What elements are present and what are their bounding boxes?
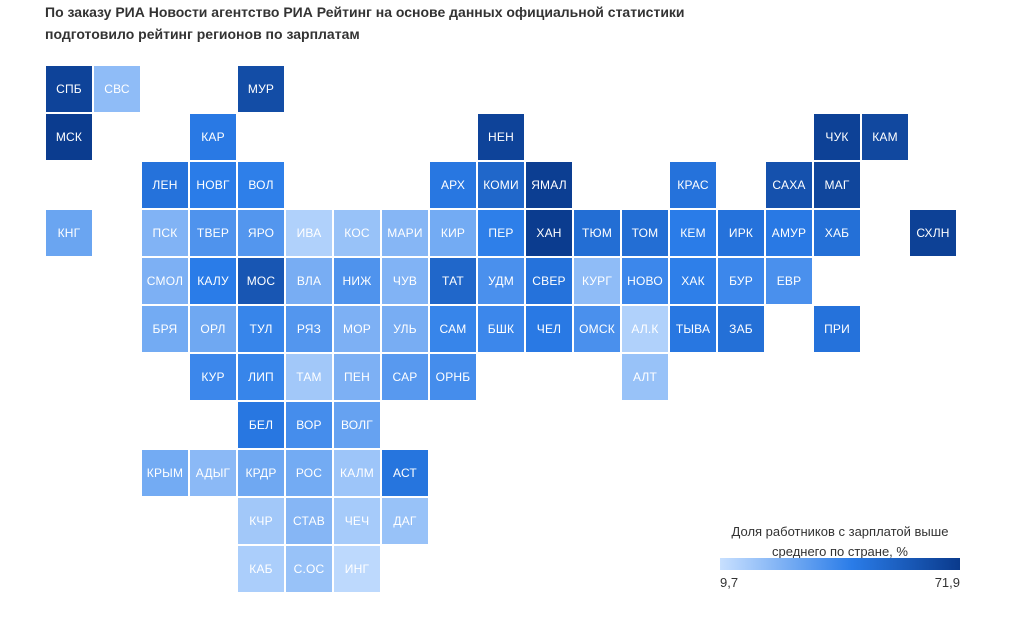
region-tile[interactable]: КРЫМ	[142, 450, 188, 496]
region-tile[interactable]: ИНГ	[334, 546, 380, 592]
region-tile[interactable]: ПЕН	[334, 354, 380, 400]
region-tile[interactable]: САР	[382, 354, 428, 400]
region-tile[interactable]: УДМ	[478, 258, 524, 304]
region-tile[interactable]: МОР	[334, 306, 380, 352]
region-tile[interactable]: НОВГ	[190, 162, 236, 208]
region-tile[interactable]: АМУР	[766, 210, 812, 256]
map-title: По заказу РИА Новости агентство РИА Рейт…	[45, 4, 685, 42]
region-tile[interactable]: СХЛН	[910, 210, 956, 256]
region-tile[interactable]: ХАК	[670, 258, 716, 304]
region-tile[interactable]: ТАТ	[430, 258, 476, 304]
region-tile[interactable]: ОРЛ	[190, 306, 236, 352]
region-tile[interactable]: СТАВ	[286, 498, 332, 544]
region-tile[interactable]: СМОЛ	[142, 258, 188, 304]
region-tile[interactable]: РЯЗ	[286, 306, 332, 352]
region-tile[interactable]: ПСК	[142, 210, 188, 256]
region-tile[interactable]: УЛЬ	[382, 306, 428, 352]
region-tile[interactable]: МУР	[238, 66, 284, 112]
region-tile[interactable]: С.ОС	[286, 546, 332, 592]
legend-gradient-bar	[720, 558, 960, 570]
region-tile[interactable]: АРХ	[430, 162, 476, 208]
region-tile[interactable]: ЧУК	[814, 114, 860, 160]
region-tile[interactable]: МОС	[238, 258, 284, 304]
region-tile[interactable]: КАЛМ	[334, 450, 380, 496]
region-tile[interactable]: ХАБ	[814, 210, 860, 256]
region-tile[interactable]: АЛТ	[622, 354, 668, 400]
region-tile[interactable]: ОМСК	[574, 306, 620, 352]
region-tile[interactable]: НОВО	[622, 258, 668, 304]
region-tile[interactable]: ДАГ	[382, 498, 428, 544]
region-tile[interactable]: ЗАБ	[718, 306, 764, 352]
region-tile[interactable]: ХАН	[526, 210, 572, 256]
region-tile[interactable]: АЛ.К	[622, 306, 668, 352]
region-tile[interactable]: ТВЕР	[190, 210, 236, 256]
region-tile[interactable]: ПЕР	[478, 210, 524, 256]
region-tile[interactable]: БШК	[478, 306, 524, 352]
region-tile[interactable]: ВОЛГ	[334, 402, 380, 448]
region-tile[interactable]: КАР	[190, 114, 236, 160]
region-tile[interactable]: ЯРО	[238, 210, 284, 256]
region-tile[interactable]: МАГ	[814, 162, 860, 208]
region-tile[interactable]: АДЫГ	[190, 450, 236, 496]
legend-min-label: 9,7	[720, 575, 739, 590]
region-tile[interactable]: КНГ	[46, 210, 92, 256]
region-tile[interactable]: КАЛУ	[190, 258, 236, 304]
region-tile[interactable]: КУРГ	[574, 258, 620, 304]
region-tile[interactable]: ТАМ	[286, 354, 332, 400]
region-tile[interactable]: НИЖ	[334, 258, 380, 304]
region-tile[interactable]: МАРИ	[382, 210, 428, 256]
region-tile[interactable]: СВЕР	[526, 258, 572, 304]
region-tile[interactable]: СПБ	[46, 66, 92, 112]
region-tile[interactable]: КУР	[190, 354, 236, 400]
region-tile[interactable]: ТЮМ	[574, 210, 620, 256]
region-tile[interactable]: МСК	[46, 114, 92, 160]
region-tile[interactable]: ОРНБ	[430, 354, 476, 400]
region-tile[interactable]: ЧУВ	[382, 258, 428, 304]
legend-title: Доля работников с зарплатой выше среднег…	[731, 524, 949, 559]
region-tile[interactable]: ЕВР	[766, 258, 812, 304]
region-tile[interactable]: ИРК	[718, 210, 764, 256]
region-tile[interactable]: ПРИ	[814, 306, 860, 352]
region-tile[interactable]: ТУЛ	[238, 306, 284, 352]
region-tile[interactable]: КРДР	[238, 450, 284, 496]
region-tile[interactable]: БРЯ	[142, 306, 188, 352]
region-tile[interactable]: КЧР	[238, 498, 284, 544]
region-tile[interactable]: ТЫВА	[670, 306, 716, 352]
region-tile[interactable]: КИР	[430, 210, 476, 256]
region-tile[interactable]: НЕН	[478, 114, 524, 160]
region-tile[interactable]: ВОР	[286, 402, 332, 448]
region-tile[interactable]: БУР	[718, 258, 764, 304]
legend-max-label: 71,9	[934, 575, 960, 590]
region-tile[interactable]: РОС	[286, 450, 332, 496]
region-tile[interactable]: ВЛА	[286, 258, 332, 304]
region-tile[interactable]: ЯМАЛ	[526, 162, 572, 208]
region-tile[interactable]: ЧЕЧ	[334, 498, 380, 544]
region-tile[interactable]: ЛИП	[238, 354, 284, 400]
region-tile[interactable]: КОМИ	[478, 162, 524, 208]
region-tile[interactable]: КАМ	[862, 114, 908, 160]
region-tile[interactable]: КЕМ	[670, 210, 716, 256]
region-tile[interactable]: ЛЕН	[142, 162, 188, 208]
region-tile[interactable]: ВОЛ	[238, 162, 284, 208]
region-tile[interactable]: ТОМ	[622, 210, 668, 256]
region-tile[interactable]: ЧЕЛ	[526, 306, 572, 352]
region-tile[interactable]: АСТ	[382, 450, 428, 496]
region-tile[interactable]: САМ	[430, 306, 476, 352]
region-tile[interactable]: БЕЛ	[238, 402, 284, 448]
region-tile[interactable]: СВС	[94, 66, 140, 112]
region-tile[interactable]: КОС	[334, 210, 380, 256]
region-tile[interactable]: КАБ	[238, 546, 284, 592]
region-tile[interactable]: САХА	[766, 162, 812, 208]
region-tile[interactable]: ИВА	[286, 210, 332, 256]
color-legend: Доля работников с зарплатой выше среднег…	[720, 520, 960, 600]
region-tile[interactable]: КРАС	[670, 162, 716, 208]
